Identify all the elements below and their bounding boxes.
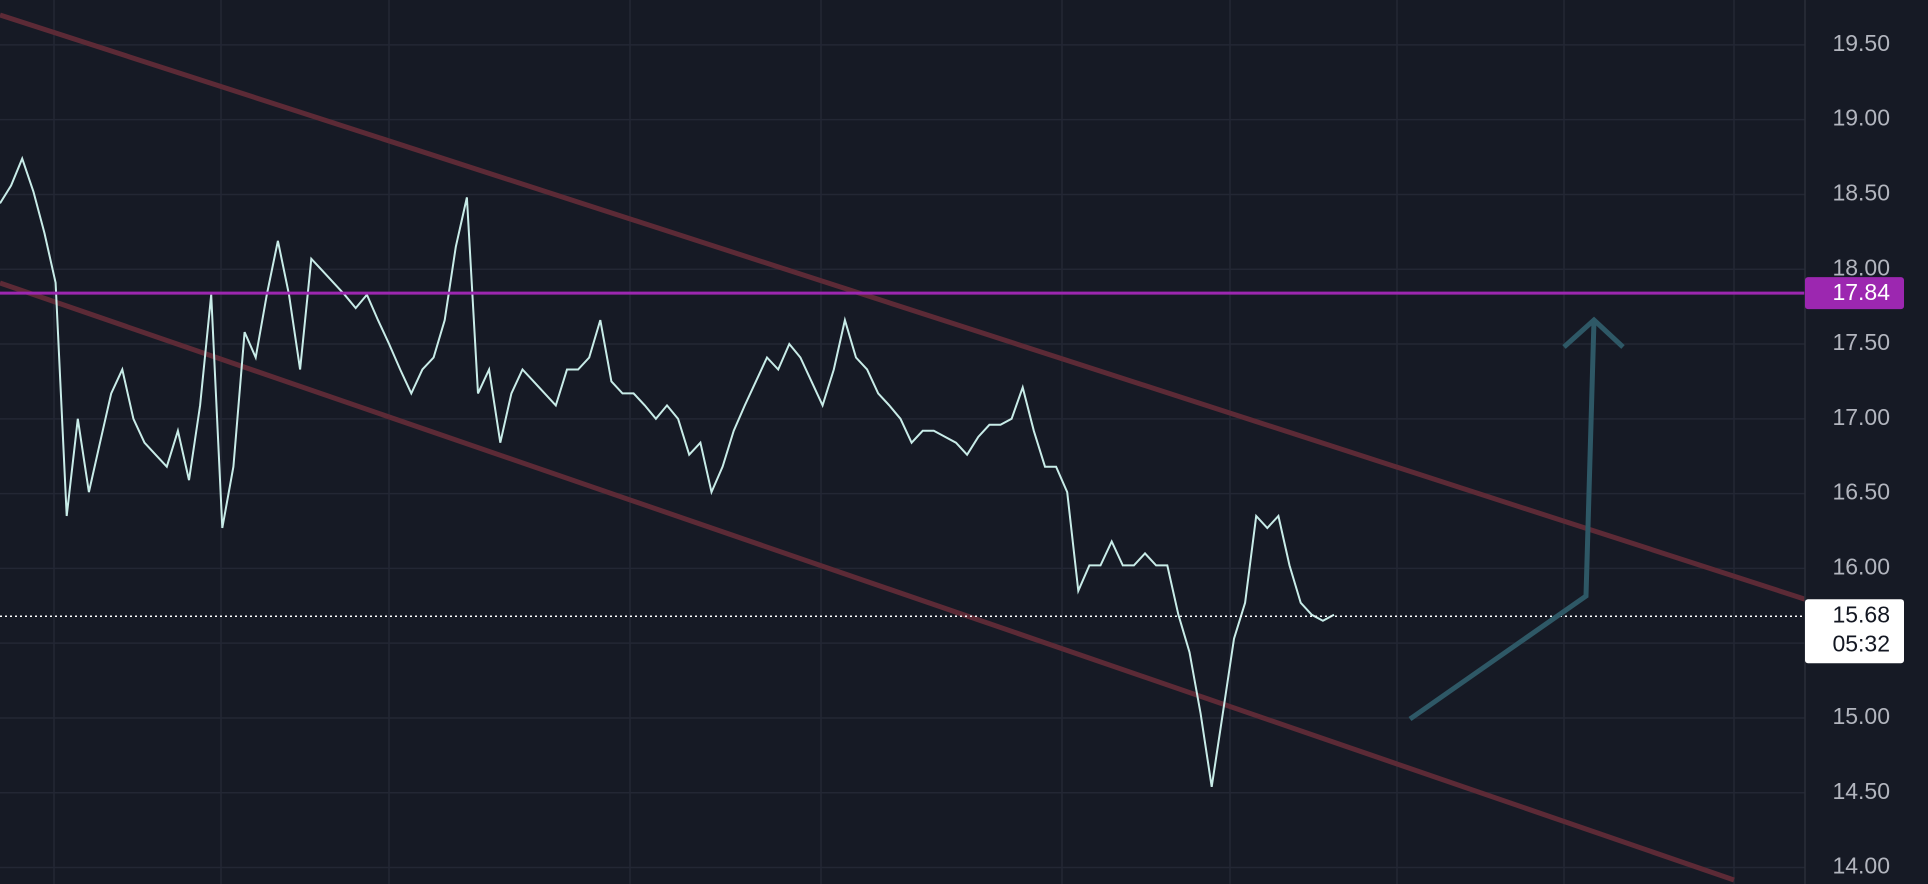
y-tick-label: 17.00 bbox=[1832, 404, 1890, 430]
arrow-head bbox=[1562, 316, 1625, 349]
y-tick-label: 15.00 bbox=[1832, 703, 1890, 729]
axis-background bbox=[1805, 0, 1928, 884]
y-tick-label: 14.50 bbox=[1832, 778, 1890, 804]
price-axis: 14.0014.5015.0015.5016.0016.5017.0017.50… bbox=[1804, 0, 1928, 884]
last-price-box bbox=[1805, 599, 1904, 664]
price-line bbox=[0, 155, 1335, 787]
channel-upper bbox=[0, 12, 1928, 642]
y-tick-label: 18.50 bbox=[1832, 180, 1890, 206]
level-label: 17.84 bbox=[1832, 279, 1890, 305]
y-tick-label: 18.00 bbox=[1832, 254, 1890, 280]
y-tick-label: 19.50 bbox=[1832, 30, 1890, 56]
channel-lower bbox=[0, 280, 1735, 883]
y-tick-label: 16.00 bbox=[1832, 553, 1890, 579]
y-tick-label: 19.00 bbox=[1832, 105, 1890, 131]
y-tick-label: 17.50 bbox=[1832, 329, 1890, 355]
y-tick-label: 14.00 bbox=[1832, 853, 1890, 879]
vertical-grid bbox=[53, 0, 1735, 884]
level-label-box bbox=[1805, 277, 1904, 310]
plot bbox=[0, 155, 1805, 787]
y-tick-label: 16.50 bbox=[1832, 479, 1890, 505]
projection-arrow bbox=[1408, 319, 1597, 722]
last-price-label: 15.68 bbox=[1832, 601, 1890, 627]
horizontal-grid bbox=[0, 44, 1805, 869]
countdown-label: 05:32 bbox=[1832, 630, 1890, 656]
